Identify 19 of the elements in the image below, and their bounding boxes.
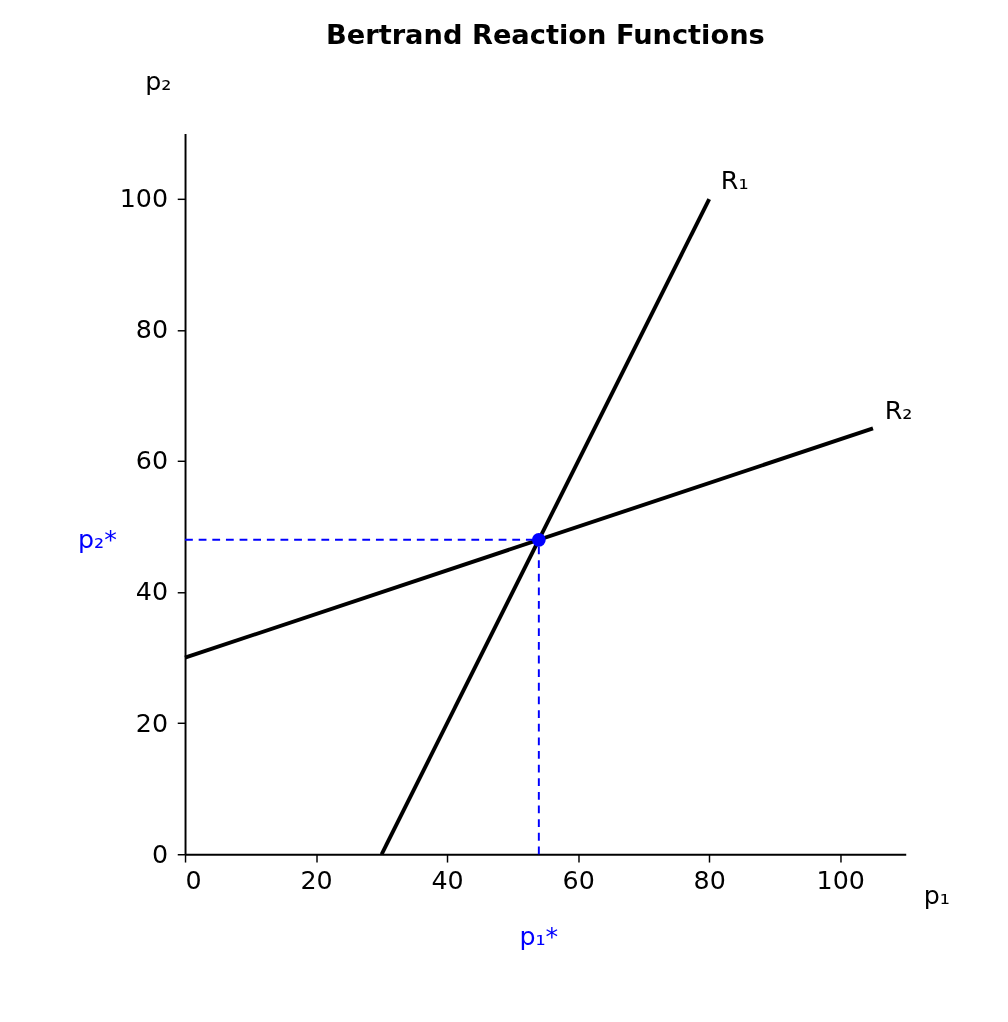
- y-tick-label: 60: [135, 445, 168, 476]
- x-tick-label: 0: [185, 864, 202, 895]
- y-tick-label: 100: [119, 183, 168, 214]
- y-tick-label: 0: [151, 838, 168, 869]
- series-label: R₂: [884, 394, 913, 425]
- chart-title: Bertrand Reaction Functions: [325, 18, 765, 50]
- x-tick-label: 60: [562, 864, 595, 895]
- annotation: p₁*: [519, 920, 559, 951]
- x-tick-label: 40: [431, 864, 464, 895]
- x-tick-label: 100: [816, 864, 865, 895]
- x-axis-title: p₁: [923, 880, 950, 911]
- series-label: R₁: [720, 165, 749, 196]
- y-axis-title: p₂: [145, 66, 172, 97]
- y-tick-label: 80: [135, 314, 168, 345]
- annotation: p₂*: [77, 523, 117, 554]
- x-tick-label: 80: [693, 864, 726, 895]
- y-tick-label: 40: [135, 576, 168, 607]
- x-tick-label: 20: [300, 864, 333, 895]
- y-tick-label: 20: [135, 707, 168, 738]
